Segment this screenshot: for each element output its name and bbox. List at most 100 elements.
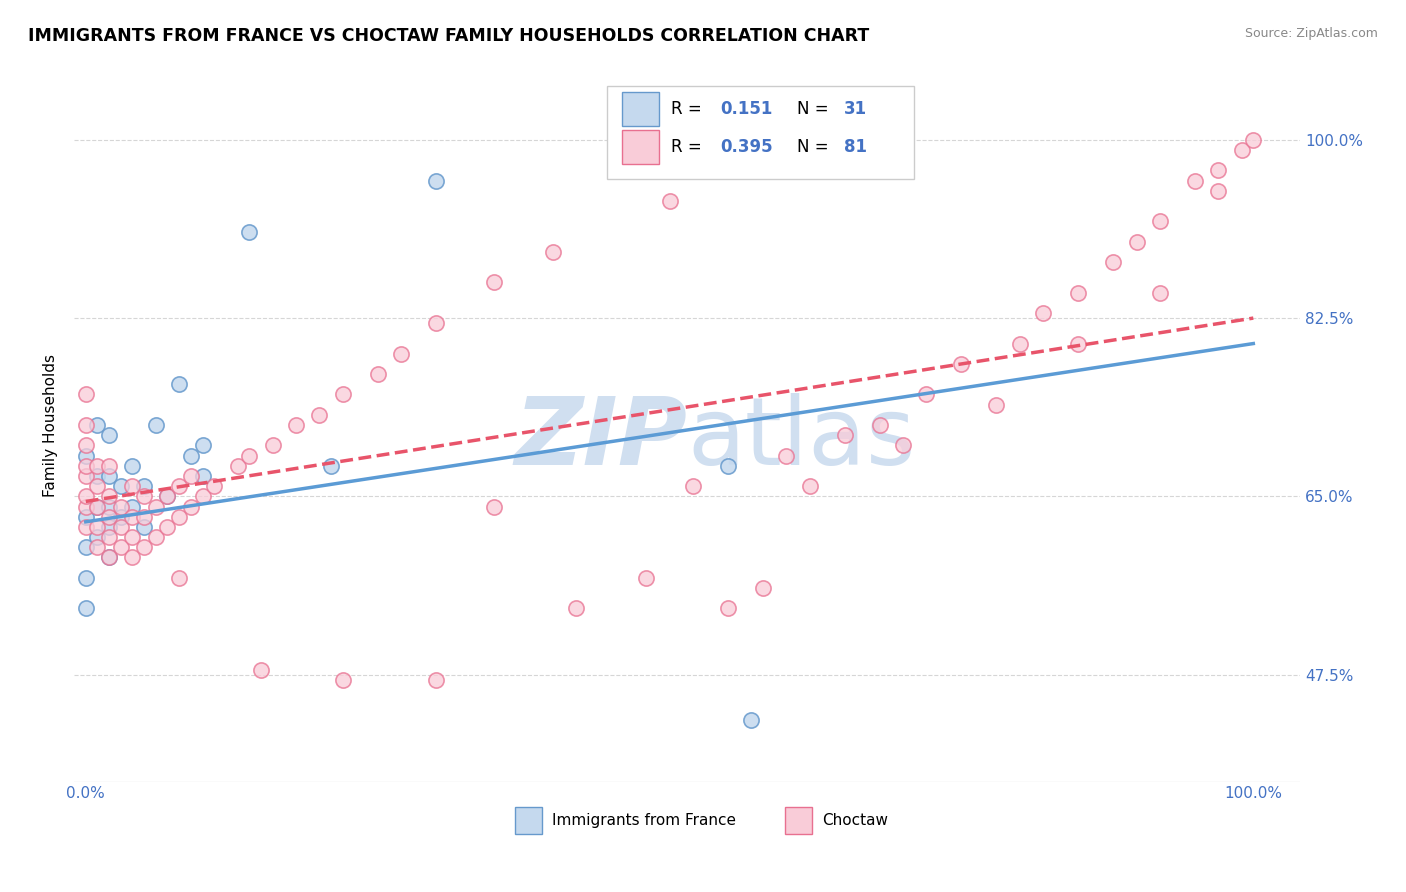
Point	[180, 469, 202, 483]
Point	[86, 418, 108, 433]
Point	[180, 500, 202, 514]
Text: ZIP: ZIP	[515, 393, 688, 485]
Point	[156, 520, 179, 534]
Point	[86, 469, 108, 483]
Point	[121, 509, 143, 524]
Y-axis label: Family Households: Family Households	[44, 353, 58, 497]
Text: R =: R =	[671, 138, 707, 156]
Point	[121, 530, 143, 544]
Point	[915, 387, 938, 401]
Point	[775, 449, 797, 463]
Point	[1206, 163, 1229, 178]
Point	[319, 458, 342, 473]
Point	[389, 347, 412, 361]
Point	[98, 509, 121, 524]
Point	[1184, 173, 1206, 187]
Point	[834, 428, 856, 442]
Point	[86, 500, 108, 514]
Point	[740, 714, 762, 728]
Point	[891, 438, 914, 452]
Point	[1230, 143, 1253, 157]
Point	[75, 458, 97, 473]
Point	[86, 530, 108, 544]
Point	[86, 520, 108, 534]
Point	[425, 173, 447, 187]
Text: 81: 81	[844, 138, 868, 156]
Point	[121, 550, 143, 565]
Point	[425, 316, 447, 330]
Point	[565, 601, 588, 615]
Text: 31: 31	[844, 100, 868, 118]
Point	[98, 500, 121, 514]
Point	[250, 663, 273, 677]
Bar	[621, 92, 659, 127]
Point	[167, 571, 190, 585]
Point	[1241, 133, 1264, 147]
Point	[1125, 235, 1147, 249]
Point	[717, 458, 740, 473]
Point	[98, 550, 121, 565]
Point	[75, 541, 97, 555]
Point	[799, 479, 821, 493]
Point	[98, 520, 121, 534]
Point	[541, 244, 564, 259]
Point	[167, 509, 190, 524]
Point	[86, 458, 108, 473]
Point	[75, 520, 97, 534]
Point	[156, 489, 179, 503]
Point	[121, 479, 143, 493]
Point	[484, 500, 506, 514]
Point	[98, 550, 121, 565]
Point	[98, 428, 121, 442]
Point	[98, 469, 121, 483]
Point	[86, 541, 108, 555]
Point	[332, 387, 354, 401]
Bar	[516, 807, 543, 834]
Point	[75, 601, 97, 615]
Point	[682, 479, 704, 493]
Point	[869, 418, 891, 433]
Point	[86, 500, 108, 514]
Point	[167, 479, 190, 493]
Point	[226, 458, 249, 473]
Point	[110, 520, 132, 534]
Point	[262, 438, 284, 452]
Text: 0.151: 0.151	[720, 100, 772, 118]
Point	[145, 418, 167, 433]
Point	[191, 489, 214, 503]
Text: R =: R =	[671, 100, 707, 118]
Text: N =: N =	[797, 100, 834, 118]
Point	[191, 469, 214, 483]
Point	[110, 479, 132, 493]
Point	[110, 509, 132, 524]
Point	[191, 438, 214, 452]
Point	[484, 276, 506, 290]
Text: Immigrants from France: Immigrants from France	[553, 814, 737, 829]
Point	[98, 489, 121, 503]
Point	[1067, 336, 1090, 351]
Point	[717, 601, 740, 615]
Point	[308, 408, 330, 422]
Text: Choctaw: Choctaw	[823, 814, 889, 829]
Point	[121, 500, 143, 514]
Point	[145, 530, 167, 544]
Point	[1149, 214, 1171, 228]
Point	[1067, 285, 1090, 300]
Point	[121, 458, 143, 473]
Point	[145, 500, 167, 514]
Text: IMMIGRANTS FROM FRANCE VS CHOCTAW FAMILY HOUSEHOLDS CORRELATION CHART: IMMIGRANTS FROM FRANCE VS CHOCTAW FAMILY…	[28, 27, 869, 45]
Text: 0.395: 0.395	[720, 138, 773, 156]
Point	[75, 449, 97, 463]
Point	[238, 225, 260, 239]
Point	[134, 509, 156, 524]
Point	[1206, 184, 1229, 198]
Point	[75, 489, 97, 503]
Point	[86, 479, 108, 493]
Point	[332, 673, 354, 687]
FancyBboxPatch shape	[607, 87, 914, 179]
Point	[180, 449, 202, 463]
Point	[98, 458, 121, 473]
Point	[1102, 255, 1125, 269]
Point	[110, 500, 132, 514]
Point	[134, 541, 156, 555]
